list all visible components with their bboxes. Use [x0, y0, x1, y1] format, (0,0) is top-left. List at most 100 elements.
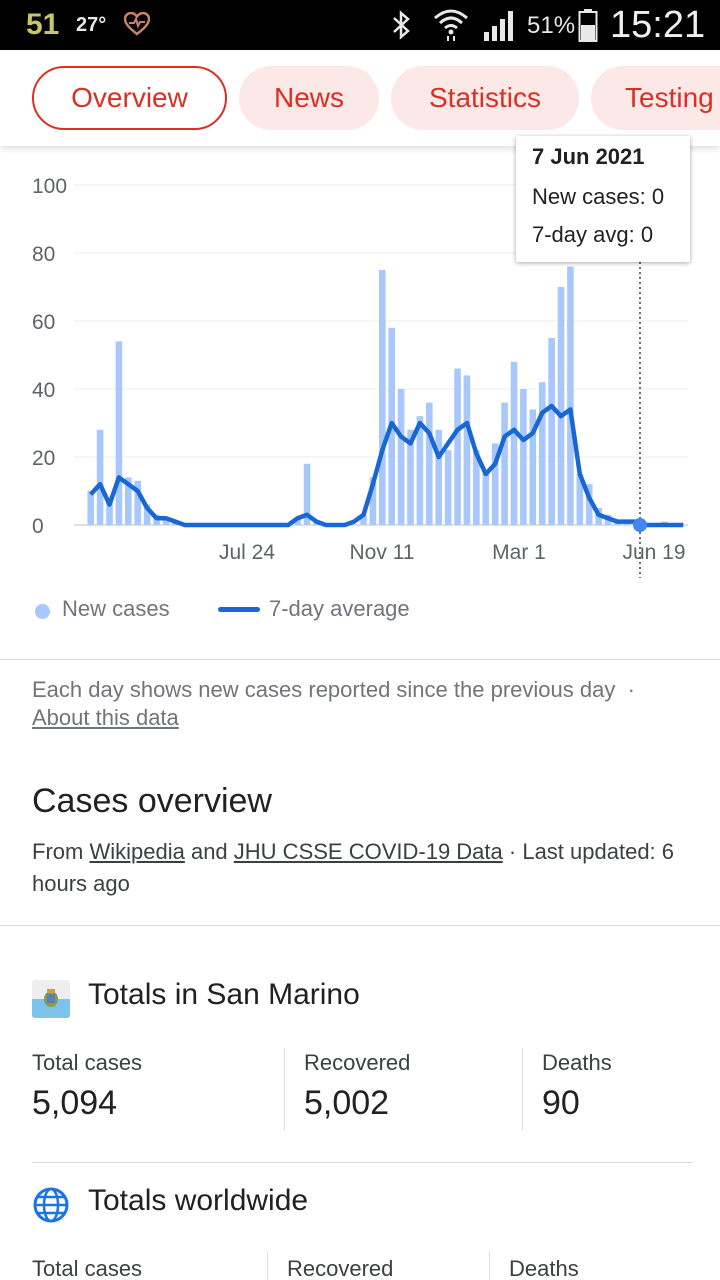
recovered-stat: Recovered 5,002 — [304, 1050, 410, 1123]
new-cases-bar — [501, 402, 508, 525]
new-cases-bar — [162, 518, 170, 525]
new-cases-bar — [435, 429, 443, 525]
average-legend-icon — [218, 607, 260, 612]
cases-overview-title: Cases overview — [32, 782, 272, 820]
new-cases-bar — [557, 287, 565, 525]
world-recovered-stat: Recovered — [287, 1256, 393, 1280]
total-cases-label: Total cases — [32, 1050, 143, 1075]
new-cases-bar — [134, 480, 142, 525]
new-cases-bar — [548, 338, 555, 525]
total-cases-stat: Total cases 5,094 — [32, 1050, 142, 1123]
status-bar: 51 27° 51% 15:21 — [0, 0, 720, 50]
new-cases-bar — [397, 389, 405, 525]
clock: 15:21 — [610, 4, 706, 46]
y-tick-label: 80 — [32, 243, 55, 266]
new-cases-bar — [538, 382, 546, 525]
new-cases-bar — [96, 429, 104, 525]
notification-count: 51 — [26, 8, 60, 41]
new-cases-bar — [510, 361, 518, 525]
tooltip-average: 7-day avg: 0 — [532, 222, 654, 247]
new-cases-bar — [482, 470, 490, 525]
new-cases-bar — [143, 504, 151, 525]
deaths-stat: Deaths 90 — [542, 1050, 612, 1123]
column-separator — [522, 1048, 523, 1130]
new-cases-bar — [585, 484, 593, 525]
chart-tooltip: 7 Jun 2021 New cases: 0 7-day avg: 0 — [516, 136, 690, 262]
data-note: Each day shows new cases reported since … — [32, 676, 672, 732]
new-cases-bar — [360, 514, 367, 525]
world-recovered-label: Recovered — [287, 1256, 394, 1280]
san-marino-title: Totals in San Marino — [88, 978, 360, 1011]
tab-overview[interactable]: Overview — [32, 66, 227, 130]
new-cases-bar — [407, 429, 414, 525]
column-separator — [489, 1252, 490, 1280]
x-tick-label: Jun 19 — [622, 541, 685, 564]
new-cases-bar — [576, 474, 584, 525]
recovered-value: 5,002 — [304, 1084, 390, 1122]
column-separator — [267, 1252, 268, 1280]
new-cases-bar — [454, 368, 461, 525]
worldwide-title: Totals worldwide — [88, 1184, 309, 1217]
new-cases-bar — [87, 491, 94, 525]
tab-statistics[interactable]: Statistics — [391, 66, 579, 130]
source-and: and — [190, 839, 228, 864]
signal-icon — [484, 11, 513, 41]
heart-icon — [124, 12, 150, 36]
note-separator: · — [627, 677, 635, 702]
tooltip-new-cases: New cases: 0 — [532, 184, 665, 209]
jhu-link[interactable]: JHU CSSE COVID-19 Data — [233, 839, 503, 864]
new-cases-bar — [520, 389, 527, 525]
deaths-value: 90 — [542, 1084, 580, 1122]
deaths-label: Deaths — [542, 1050, 612, 1075]
note-text: Each day shows new cases reported since … — [32, 677, 616, 702]
battery-percent: 51% — [527, 12, 576, 39]
world-deaths-label: Deaths — [509, 1256, 579, 1280]
new-cases-bar — [463, 375, 471, 525]
new-cases-bar — [369, 477, 377, 525]
new-cases-bar — [416, 416, 424, 525]
new-cases-bar — [567, 266, 574, 525]
column-separator — [284, 1048, 285, 1130]
new-cases-bar — [379, 270, 386, 525]
source-line: From Wikipedia and JHU CSSE COVID-19 Dat… — [32, 836, 702, 900]
new-cases-bar — [444, 450, 452, 525]
new-cases-bar — [491, 443, 499, 525]
world-total-cases-stat: Total cases — [32, 1256, 142, 1280]
world-deaths-stat: Deaths — [509, 1256, 579, 1280]
bluetooth-icon — [393, 10, 410, 40]
tab-testing[interactable]: Testing — [591, 66, 720, 130]
recovered-label: Recovered — [304, 1050, 411, 1075]
divider — [0, 925, 720, 926]
about-data-link[interactable]: About this data — [32, 705, 179, 730]
new-cases-bar — [473, 450, 480, 525]
new-cases-bar — [294, 518, 301, 525]
x-tick-label: Jul 24 — [219, 541, 275, 564]
tab-bar: Overview News Statistics Testing — [0, 50, 720, 146]
new-cases-bar — [426, 402, 433, 525]
y-tick-label: 20 — [32, 447, 55, 470]
average-line — [89, 403, 684, 528]
new-cases-bar — [115, 341, 123, 525]
wikipedia-link[interactable]: Wikipedia — [89, 839, 185, 864]
total-cases-value: 5,094 — [32, 1084, 118, 1122]
y-tick-label: 100 — [32, 175, 67, 198]
globe-icon — [33, 1187, 69, 1223]
san-marino-flag-icon — [32, 980, 70, 1018]
y-tick-label: 60 — [32, 311, 55, 334]
new-cases-bar — [303, 463, 311, 525]
new-cases-bar — [529, 409, 537, 525]
divider — [0, 659, 720, 660]
y-tick-label: 40 — [32, 379, 55, 402]
legend-new-cases: New cases — [62, 596, 170, 621]
new-cases-bar — [106, 497, 113, 525]
divider — [32, 1162, 692, 1163]
new-cases-legend-icon — [35, 604, 50, 619]
last-updated: · Last updated: 6 hours ago — [32, 839, 675, 896]
x-tick-label: Mar 1 — [492, 541, 546, 564]
tab-news[interactable]: News — [239, 66, 379, 130]
temperature: 27° — [76, 14, 107, 36]
wifi-icon — [434, 9, 468, 41]
y-tick-label: 0 — [32, 515, 44, 538]
x-tick-label: Nov 11 — [350, 541, 415, 564]
legend-average: 7-day average — [269, 596, 410, 621]
